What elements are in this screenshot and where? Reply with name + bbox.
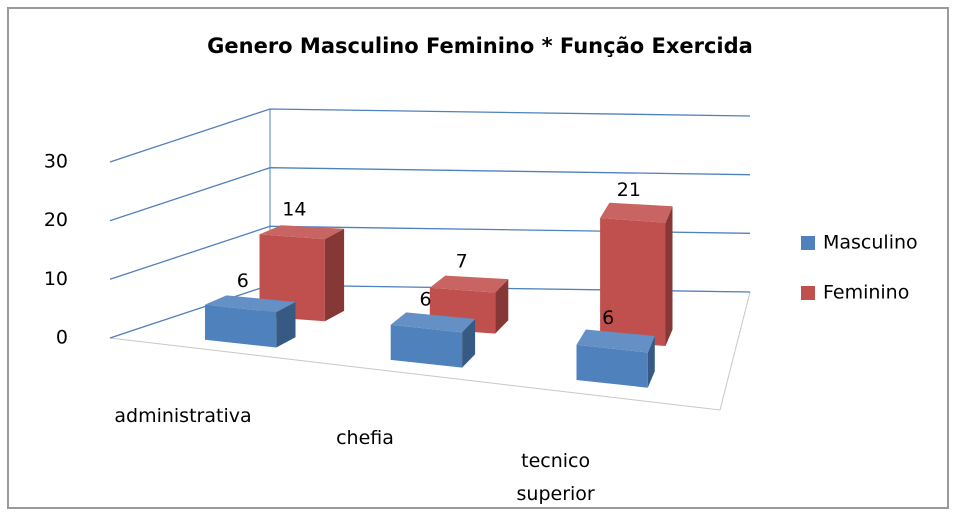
bar-top (259, 225, 345, 240)
bar-front (390, 324, 463, 368)
grid-line (109, 225, 751, 280)
grid-line (109, 108, 751, 163)
data-label: 6 (602, 307, 614, 329)
y-tick-label: 0 (56, 327, 68, 349)
chart-title: Genero Masculino Feminino * Função Exerc… (207, 34, 753, 58)
bar-side (276, 302, 296, 348)
x-tick-label: tecnico superior (516, 449, 595, 505)
bar-side (647, 336, 655, 388)
bar-side (462, 319, 476, 368)
legend-label: Masculino (823, 232, 918, 254)
bar-top (390, 312, 476, 333)
bar-front (576, 344, 648, 388)
y-tick-label: 30 (44, 151, 68, 173)
data-label: 6 (419, 289, 431, 311)
data-label: 6 (237, 270, 249, 292)
data-label: 14 (282, 198, 306, 220)
legend-label: Feminino (823, 282, 909, 304)
data-label: 21 (617, 179, 641, 201)
bar-top (600, 202, 673, 223)
bar-side (495, 279, 509, 334)
data-label: 7 (456, 250, 468, 272)
bar-top (429, 275, 509, 293)
bar-front (259, 234, 325, 322)
legend-swatch (801, 236, 815, 250)
bar-side (665, 206, 673, 346)
chart-frame (7, 7, 949, 509)
y-tick-label: 10 (44, 268, 68, 290)
y-tick-label: 20 (44, 209, 68, 231)
legend-swatch (801, 286, 815, 300)
grid-line (109, 167, 751, 222)
x-tick-label: administrativa (114, 404, 252, 427)
bar-side (324, 228, 345, 322)
bar-front (600, 218, 666, 346)
bar-top (205, 295, 296, 313)
x-tick-label: chefia (336, 427, 394, 449)
bar-top (576, 329, 655, 353)
bar-front (205, 304, 277, 348)
